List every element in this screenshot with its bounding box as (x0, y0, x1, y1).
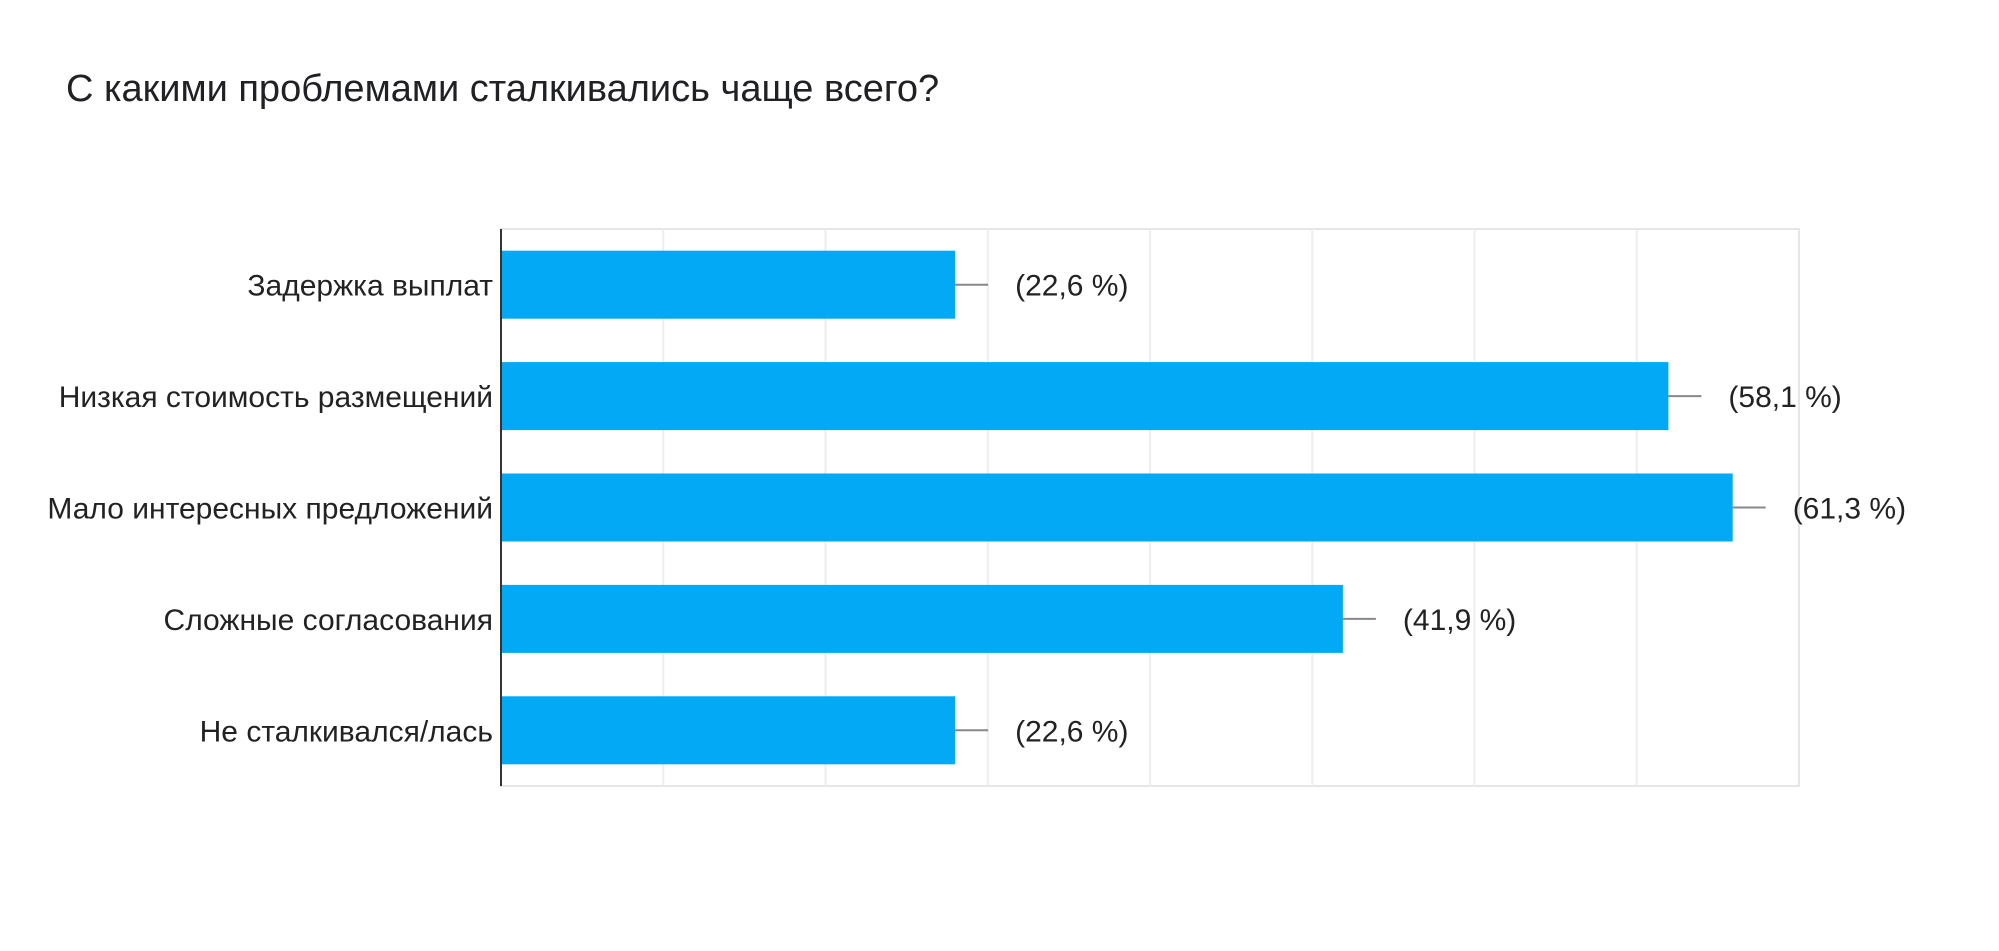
category-label: Задержка выплат (247, 270, 493, 303)
bar (501, 696, 956, 765)
data-label: (58,1 %) (1728, 381, 1841, 414)
category-label: Сложные согласования (164, 604, 493, 637)
category-label: Мало интересных предложений (47, 493, 493, 526)
bars (501, 250, 1766, 765)
bar (501, 250, 956, 319)
labels: Задержка выплат (22,6 %) Низкая стоимость … (47, 270, 1906, 749)
category-label: Низкая стоимость размещений (59, 381, 493, 414)
bar (501, 584, 1343, 653)
category-label: Не сталкивался/лась (200, 715, 493, 748)
data-label: (22,6 %) (1015, 270, 1128, 303)
chart-title: С какими проблемами сталкивались чаще вс… (66, 68, 940, 110)
data-label: (61,3 %) (1793, 493, 1906, 526)
data-label: (41,9 %) (1403, 604, 1516, 637)
bar (501, 362, 1669, 431)
data-label: (22,6 %) (1015, 715, 1128, 748)
bar (501, 473, 1733, 542)
